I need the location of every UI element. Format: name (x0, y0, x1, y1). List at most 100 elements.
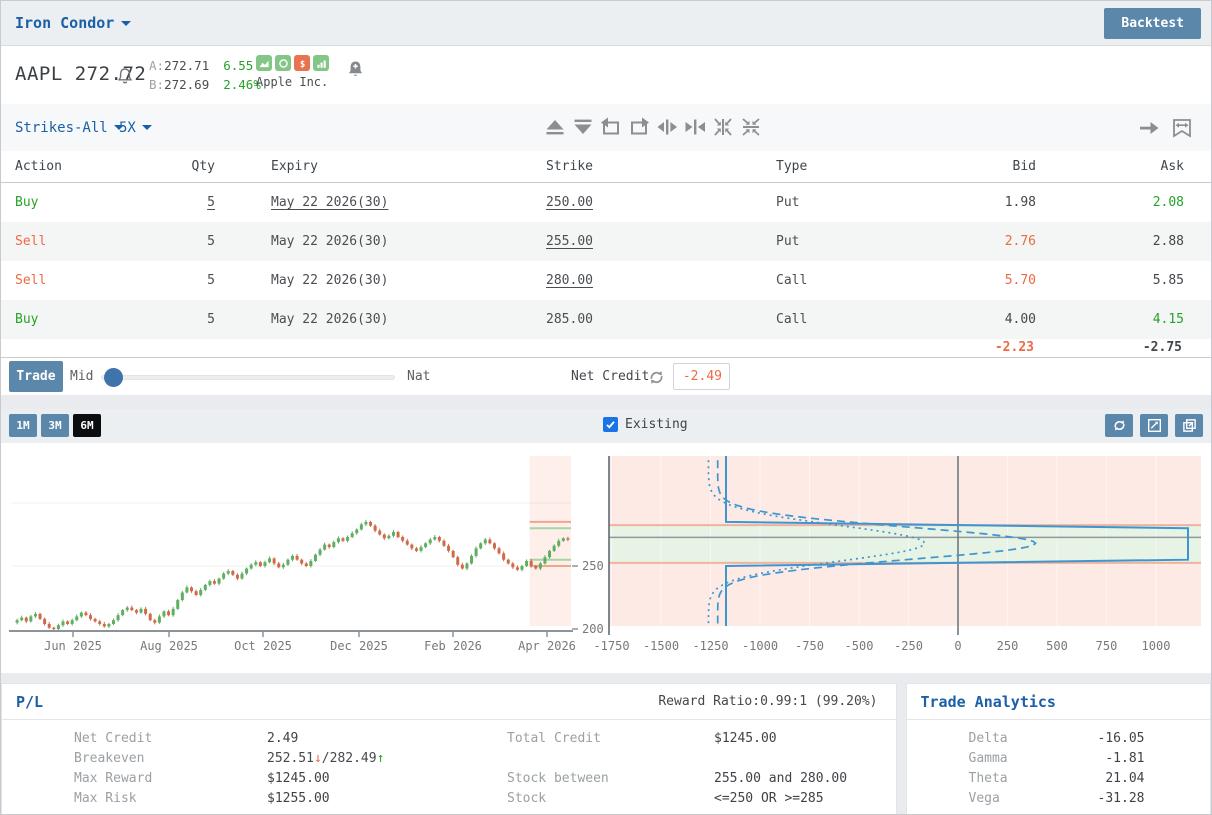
pl-row: Max Reward$1245.00Stock between255.00 an… (74, 768, 896, 788)
reward-ratio: Reward Ratio:0.99:1 (99.20%) (658, 694, 877, 709)
options-strategy-app: Iron Condor Backtest AAPL 272.72 A:272.7… (0, 0, 1212, 815)
analytics-title: Trade Analytics (921, 693, 1056, 711)
greek-value: 21.04 (1081, 771, 1145, 786)
range-button-6m[interactable]: 6M (73, 414, 101, 437)
column-header: Qty (151, 159, 215, 174)
svg-text:-250: -250 (894, 639, 923, 653)
pl-label: Max Risk (74, 791, 267, 806)
qty-cell[interactable]: 5 (151, 234, 215, 249)
expand-horizontal-icon[interactable] (656, 116, 678, 138)
greek-value: -16.05 (1081, 731, 1145, 746)
range-button-3m[interactable]: 3M (41, 414, 69, 437)
bid-label: B: (149, 77, 164, 92)
greek-label: Gamma (969, 751, 1081, 766)
net-credit-input[interactable] (673, 363, 730, 390)
action-cell: Buy (1, 312, 151, 327)
bell-icon[interactable] (117, 67, 133, 89)
pl-value: $1245.00 (267, 771, 507, 786)
rotate-left-icon[interactable] (600, 116, 622, 138)
expiry-cell[interactable]: May 22 2026(30) (215, 234, 501, 249)
pl-value: 255.00 and 280.00 (714, 771, 896, 786)
trend-box-icon[interactable] (1140, 414, 1168, 437)
strike-cell[interactable]: 255.00 (501, 234, 593, 249)
chart-header: 1M3M6M Existing (1, 409, 1211, 443)
qty-cell[interactable]: 5 (151, 195, 215, 210)
pl-label: Breakeven (74, 751, 267, 766)
analytics-row: Delta-16.05 (969, 728, 1211, 748)
arrow-right-icon[interactable] (1138, 117, 1160, 143)
strategy-dropdown[interactable]: Iron Condor (15, 14, 131, 32)
bid-cell: 1.98 (861, 195, 1036, 210)
trade-button[interactable]: Trade (9, 361, 63, 392)
chevron-down-icon (121, 21, 131, 26)
svg-text:-1250: -1250 (692, 639, 728, 653)
collapse-horizontal-icon[interactable] (684, 116, 706, 138)
circle-icon[interactable] (275, 55, 291, 71)
column-header: Strike (501, 159, 593, 174)
bottom-panels: P/L Reward Ratio:0.99:1 (99.20%) Net Cre… (1, 683, 1211, 815)
chart-action-buttons (1105, 414, 1203, 437)
total-ask: -2.75 (1143, 340, 1182, 355)
greek-label: Vega (969, 791, 1081, 806)
triangle-up-icon[interactable] (544, 116, 566, 138)
refresh-icon[interactable] (647, 368, 666, 391)
mid-label: Mid (70, 369, 93, 384)
ask-cell: 4.15 (1036, 312, 1184, 327)
slider-knob[interactable] (104, 368, 123, 387)
bar-chart-icon[interactable] (313, 55, 329, 71)
qty-cell[interactable]: 5 (151, 273, 215, 288)
pl-row: Max Risk$1255.00Stock<=250 OR >=285 (74, 788, 896, 808)
strike-cell[interactable]: 285.00 (501, 312, 593, 327)
total-bid: -2.23 (995, 340, 1034, 355)
pl-value: $1245.00 (714, 731, 896, 746)
ask-cell: 2.08 (1036, 195, 1184, 210)
breakeven-part: 252.51 (267, 751, 314, 766)
strikes-dropdown[interactable]: Strikes-All (15, 104, 124, 151)
svg-text:Jun 2025: Jun 2025 (44, 639, 102, 653)
range-button-1m[interactable]: 1M (9, 414, 37, 437)
ask-cell: 5.85 (1036, 273, 1184, 288)
ask-cell: 2.88 (1036, 234, 1184, 249)
expiry-cell[interactable]: May 22 2026(30) (215, 273, 501, 288)
strikes-label: Strikes-All (15, 120, 108, 136)
greek-label: Delta (969, 731, 1081, 746)
open-popout-icon[interactable] (1175, 414, 1203, 437)
backtest-button[interactable]: Backtest (1104, 8, 1201, 39)
width-swap-icon[interactable] (1170, 117, 1194, 143)
triangle-down-icon[interactable] (572, 116, 594, 138)
existing-label: Existing (625, 417, 688, 432)
price-slider[interactable] (101, 375, 395, 380)
pl-stats-grid: Net Credit2.49Total Credit$1245.00Breake… (2, 720, 896, 808)
merge-horizontal-icon[interactable] (740, 116, 762, 138)
strike-cell[interactable]: 250.00 (501, 195, 593, 210)
dollar-icon[interactable]: $ (294, 55, 310, 71)
option-legs-table: ActionQtyExpiryStrikeTypeBidAsk Buy5May … (1, 151, 1211, 357)
pl-label: Stock (507, 791, 714, 806)
existing-checkbox[interactable]: Existing (603, 417, 688, 432)
multiplier-dropdown[interactable]: 5X (119, 104, 152, 151)
bid-cell: 5.70 (861, 273, 1036, 288)
table-row: Sell5May 22 2026(30)255.00Put2.762.88 (1, 222, 1211, 261)
pl-title: P/L (16, 693, 43, 711)
leg-adjust-toolbar (544, 116, 762, 138)
svg-text:750: 750 (1096, 639, 1118, 653)
qty-cell[interactable]: 5 (151, 312, 215, 327)
checkbox-checked-icon[interactable] (603, 417, 618, 432)
rotate-right-icon[interactable] (628, 116, 650, 138)
greek-value: -31.28 (1081, 791, 1145, 806)
analytics-header: Trade Analytics (907, 684, 1211, 720)
svg-text:$: $ (299, 59, 304, 69)
sync-icon[interactable] (1105, 414, 1133, 437)
expiry-cell[interactable]: May 22 2026(30) (215, 195, 501, 210)
area-chart-icon[interactable] (256, 55, 272, 71)
expiry-cell[interactable]: May 22 2026(30) (215, 312, 501, 327)
strike-cell[interactable]: 280.00 (501, 273, 593, 288)
svg-text:Dec 2025: Dec 2025 (330, 639, 388, 653)
svg-text:-1500: -1500 (643, 639, 679, 653)
svg-text:250: 250 (997, 639, 1019, 653)
alarm-add-icon[interactable] (346, 59, 365, 82)
merge-vertical-icon[interactable] (712, 116, 734, 138)
symbol: AAPL (15, 63, 63, 85)
svg-text:Feb 2026: Feb 2026 (424, 639, 482, 653)
ask-label: A: (149, 58, 164, 73)
